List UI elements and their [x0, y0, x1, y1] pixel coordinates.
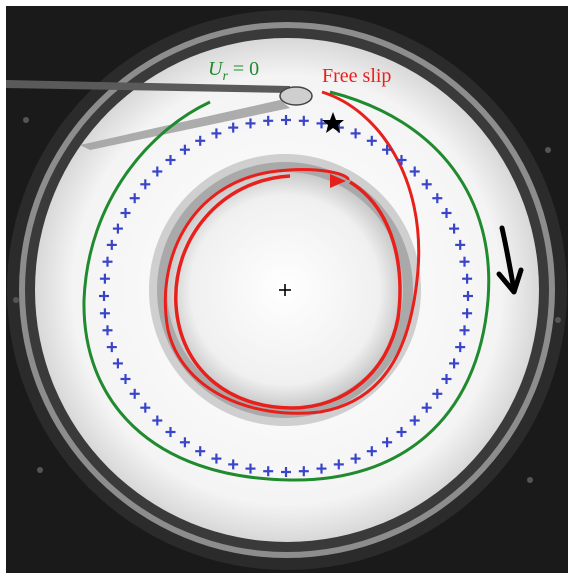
marker-cross	[409, 415, 420, 426]
marker-cross	[409, 166, 420, 177]
marker-cross	[333, 459, 344, 470]
marker-cross	[421, 402, 432, 413]
free-slip-label: Free slip	[322, 65, 391, 87]
marker-cross	[99, 273, 110, 284]
marker-cross	[432, 388, 443, 399]
marker-cross	[421, 179, 432, 190]
start-star-icon	[322, 112, 344, 133]
marker-cross	[140, 179, 151, 190]
marker-cross	[129, 193, 140, 204]
ur-rest: = 0	[228, 58, 259, 80]
marker-cross	[195, 135, 206, 146]
marker-cross	[263, 466, 274, 477]
ur-subscript: r	[222, 69, 228, 84]
marker-cross	[112, 358, 123, 369]
marker-cross	[281, 115, 291, 125]
marker-cross	[462, 308, 473, 319]
marker-cross	[195, 446, 206, 457]
marker-cross	[129, 388, 140, 399]
marker-cross	[449, 358, 460, 369]
marker-cross	[211, 128, 222, 139]
marker-cross	[120, 374, 131, 384]
marker-cross	[102, 325, 113, 336]
ur-zero-label: Ur = 0	[208, 58, 259, 84]
marker-cross	[152, 166, 163, 177]
marker-cross	[179, 437, 190, 448]
marker-cross	[281, 467, 291, 477]
marker-cross	[298, 115, 309, 126]
marker-cross	[245, 463, 256, 474]
marker-cross	[165, 427, 176, 437]
marker-cross	[112, 223, 123, 234]
direction-arrow-icon	[496, 225, 524, 295]
marker-cross	[106, 239, 117, 250]
marker-cross	[350, 453, 361, 464]
marker-crosses	[99, 115, 473, 477]
marker-cross	[366, 446, 377, 457]
marker-cross	[432, 193, 443, 204]
marker-cross	[455, 342, 466, 353]
probe-shadow	[80, 100, 290, 150]
marker-cross	[382, 144, 393, 155]
marker-cross	[463, 291, 473, 301]
red-inner-loop	[174, 174, 402, 410]
marker-cross	[459, 256, 470, 267]
marker-cross	[396, 427, 407, 437]
marker-cross	[449, 223, 460, 234]
marker-cross	[99, 291, 109, 301]
marker-cross	[366, 135, 377, 146]
marker-cross	[120, 208, 131, 218]
marker-cross	[245, 118, 256, 129]
marker-cross	[441, 374, 452, 384]
marker-cross	[228, 459, 239, 470]
rim-bolts	[13, 117, 561, 483]
marker-cross	[99, 308, 110, 319]
green-trajectory	[82, 90, 491, 482]
marker-cross	[459, 325, 470, 336]
marker-cross	[102, 256, 113, 267]
marker-cross	[263, 115, 274, 126]
marker-cross	[316, 463, 327, 474]
marker-cross	[382, 437, 393, 448]
marker-cross	[179, 144, 190, 155]
marker-cross	[165, 155, 176, 165]
marker-cross	[350, 128, 361, 139]
red-arrowhead	[330, 174, 346, 188]
red-trajectory	[163, 90, 421, 415]
marker-cross	[211, 453, 222, 464]
marker-cross	[106, 342, 117, 353]
marker-cross	[228, 122, 239, 133]
probe-arm	[6, 80, 290, 93]
marker-cross	[316, 118, 327, 129]
marker-cross	[462, 273, 473, 284]
marker-cross	[441, 208, 452, 218]
probe-tip	[279, 86, 313, 106]
marker-cross	[455, 239, 466, 250]
ur-symbol: U	[208, 58, 224, 80]
marker-cross	[396, 155, 407, 165]
marker-cross	[140, 402, 151, 413]
marker-cross	[152, 415, 163, 426]
marker-cross	[298, 466, 309, 477]
center-marker-icon	[279, 284, 291, 296]
